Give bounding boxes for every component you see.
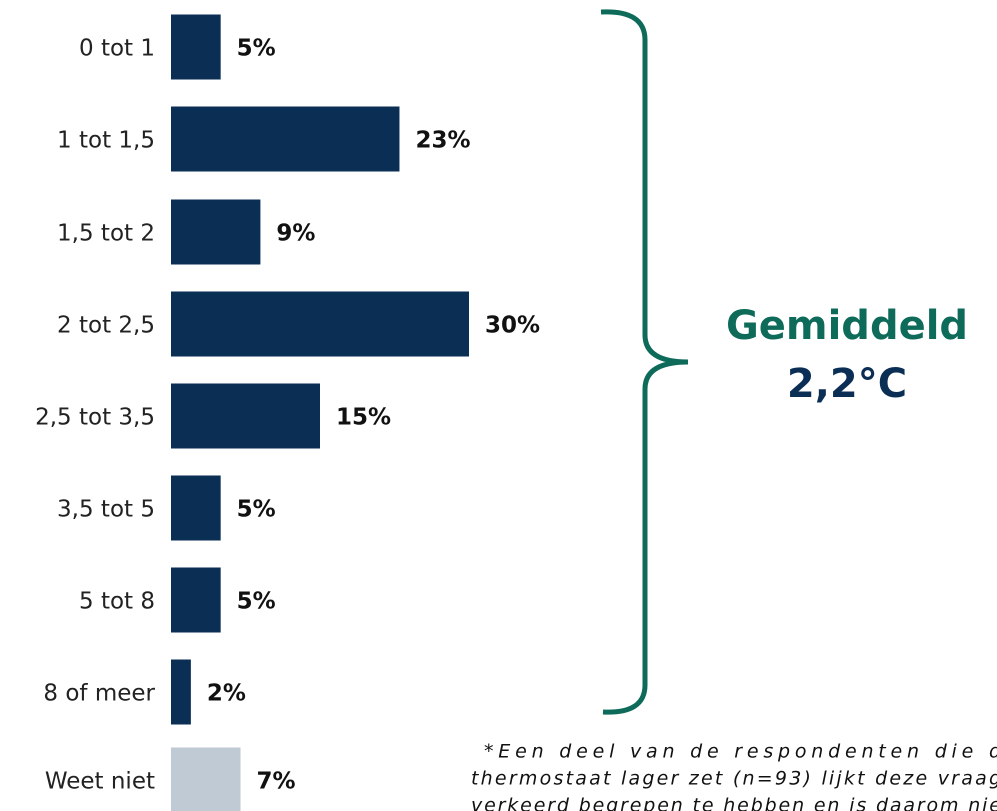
- category-label: 1 tot 1,5: [57, 128, 155, 154]
- footnote-line: *Een deel van de respondenten die d: [484, 741, 997, 763]
- value-label: 7%: [257, 769, 296, 795]
- category-label: 1,5 tot 2: [57, 221, 155, 247]
- bar: [171, 291, 469, 357]
- value-label: 5%: [237, 36, 276, 62]
- value-label: 2%: [207, 681, 246, 707]
- footnote-line: verkeerd begrepen te hebben en is daarom…: [471, 795, 997, 811]
- bar: [171, 199, 261, 265]
- category-label: 0 tot 1: [79, 36, 155, 62]
- value-label: 9%: [276, 221, 315, 247]
- category-label: 2 tot 2,5: [57, 313, 155, 339]
- value-label: 15%: [336, 405, 391, 431]
- bracket: [600, 9, 689, 715]
- value-label: 5%: [237, 497, 276, 523]
- value-label: 5%: [237, 589, 276, 615]
- bar: [171, 747, 241, 811]
- bar: [171, 659, 191, 725]
- bar: [171, 14, 221, 80]
- annotation: Gemiddeld: [726, 303, 968, 349]
- value-label: 30%: [485, 313, 540, 339]
- bar: [171, 383, 320, 449]
- category-label: Weet niet: [45, 769, 155, 795]
- bar: [171, 567, 221, 633]
- bar: [171, 106, 400, 172]
- annotation-value: 2,2°C: [787, 361, 907, 407]
- footnote-line: thermostaat lager zet (n=93) lijkt deze …: [471, 768, 997, 790]
- category-label: 8 of meer: [43, 681, 155, 707]
- category-label: 3,5 tot 5: [57, 497, 155, 523]
- category-label: 5 tot 8: [79, 589, 155, 615]
- bar: [171, 475, 221, 541]
- value-label: 23%: [415, 128, 470, 154]
- category-label: 2,5 tot 3,5: [35, 405, 155, 431]
